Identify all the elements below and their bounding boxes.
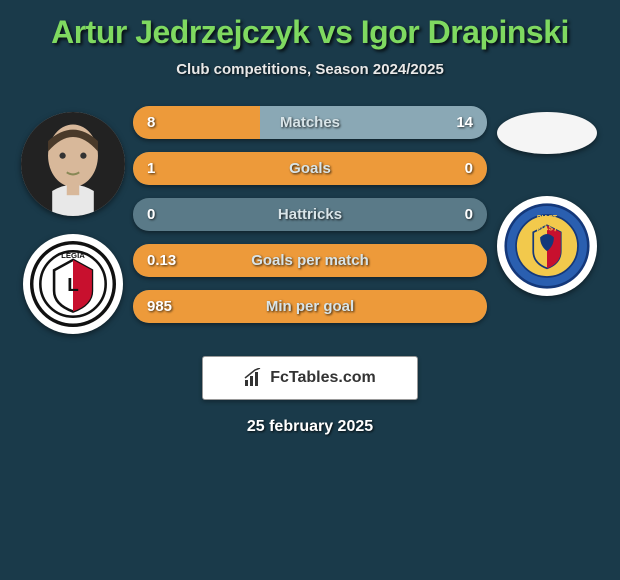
player1-avatar [21,112,125,216]
stat-value-left: 1 [147,152,155,185]
date-text: 25 february 2025 [247,418,373,436]
stat-value-left: 0.13 [147,244,176,277]
main-row: L LEGIA Matches814Goals10Hattricks00Goal… [0,106,620,334]
player1-face-icon [21,112,125,216]
stat-label: Matches [133,106,487,139]
stat-value-right: 0 [465,198,473,231]
stat-value-right: 0 [465,152,473,185]
stat-label: Goals per match [133,244,487,277]
player2-club-badge: PIAST PIAST [497,196,597,296]
legia-badge-icon: L LEGIA [30,241,116,327]
svg-text:LEGIA: LEGIA [61,251,85,260]
subtitle: Club competitions, Season 2024/2025 [176,61,444,78]
right-side-column: PIAST PIAST [487,106,607,296]
stat-value-left: 985 [147,290,172,323]
stat-label: Goals [133,152,487,185]
left-side-column: L LEGIA [13,106,133,334]
comparison-title: Artur Jedrzejczyk vs Igor Drapinski [51,14,569,51]
stat-bar: Min per goal985 [133,290,487,323]
stat-label: Hattricks [133,198,487,231]
piast-badge-icon: PIAST PIAST [504,203,590,289]
chart-icon [244,368,264,388]
svg-text:L: L [67,275,79,296]
stat-label: Min per goal [133,290,487,323]
stat-bar: Goals per match0.13 [133,244,487,277]
player1-club-badge: L LEGIA [23,234,123,334]
stats-column: Matches814Goals10Hattricks00Goals per ma… [133,106,487,323]
player2-name: Igor Drapinski [361,14,569,50]
watermark-text: FcTables.com [270,369,376,387]
stat-value-right: 14 [456,106,473,139]
player2-avatar-blank [497,112,597,154]
stat-bar: Goals1 0 [133,152,487,185]
watermark-badge: FcTables.com [202,356,418,400]
vs-word: vs [318,14,353,50]
svg-text:PIAST: PIAST [537,215,558,222]
player1-name: Artur Jedrzejczyk [51,14,309,50]
stat-value-left: 0 [147,198,155,231]
stat-value-left: 8 [147,106,155,139]
stat-bar: Hattricks0 0 [133,198,487,231]
stat-bar: Matches8 14 [133,106,487,139]
